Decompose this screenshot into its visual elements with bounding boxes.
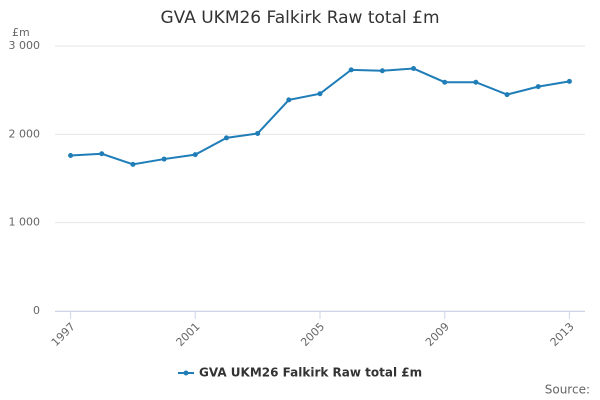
data-point (192, 152, 198, 158)
x-tick-label: 2013 (548, 320, 577, 349)
series-line (70, 67, 570, 166)
data-point (566, 78, 572, 84)
y-tick-label: 2 000 (9, 127, 41, 140)
data-point (348, 67, 354, 73)
data-point (255, 130, 261, 136)
y-axis-label: £m (12, 26, 30, 39)
data-point (68, 153, 74, 159)
y-tick-label: 1 000 (9, 216, 41, 229)
legend-label: GVA UKM26 Falkirk Raw total £m (199, 366, 422, 380)
data-point (379, 68, 385, 74)
data-point (130, 161, 136, 167)
source: Source: (545, 383, 590, 397)
data-point (504, 92, 510, 98)
data-point (535, 84, 541, 90)
legend-marker (183, 370, 189, 376)
y-tick-label: 0 (33, 304, 40, 317)
x-tick-label: 2005 (298, 320, 327, 349)
data-point (161, 156, 167, 162)
chart-title: GVA UKM26 Falkirk Raw total £m (160, 8, 439, 28)
x-tick-label: 2001 (174, 320, 203, 349)
data-point (223, 135, 229, 141)
data-point (99, 151, 105, 157)
data-point (317, 91, 323, 97)
data-point (442, 79, 448, 85)
x-tick-label: 2009 (423, 320, 452, 349)
data-point (411, 66, 417, 72)
data-point (286, 97, 292, 103)
x-tick-label: 1997 (49, 320, 78, 349)
y-tick-label: 3 000 (9, 39, 41, 52)
data-point (473, 79, 479, 85)
